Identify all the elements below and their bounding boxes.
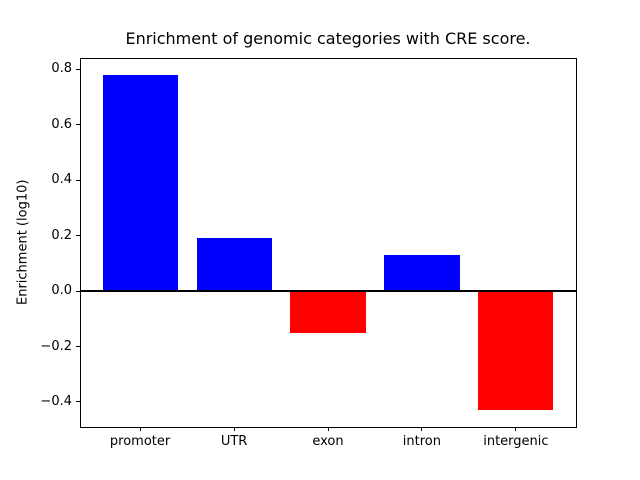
y-tick-label: 0.2 xyxy=(51,227,72,243)
x-tick-label-UTR: UTR xyxy=(220,434,248,449)
x-tick-label-intron: intron xyxy=(402,434,441,449)
x-tick-label-intergenic: intergenic xyxy=(483,434,549,449)
bar-promoter xyxy=(102,74,178,291)
bar-exon xyxy=(290,291,366,333)
zero-baseline xyxy=(80,290,576,292)
y-tick-label: 0.6 xyxy=(51,116,72,132)
y-tick-label: 0.8 xyxy=(51,61,72,77)
y-tick-label: 0.4 xyxy=(51,172,72,188)
x-tick-mark xyxy=(139,427,141,431)
y-tick-mark xyxy=(76,346,80,347)
bar-intergenic xyxy=(478,291,554,411)
chart-title: Enrichment of genomic categories with CR… xyxy=(125,29,531,48)
x-tick-mark xyxy=(233,427,235,431)
bar-UTR xyxy=(196,238,272,291)
y-tick-label: −0.2 xyxy=(40,338,72,354)
x-tick-mark xyxy=(421,427,423,431)
x-tick-label-promoter: promoter xyxy=(109,434,171,449)
x-tick-mark xyxy=(515,427,517,431)
x-tick-label-exon: exon xyxy=(312,434,344,449)
y-tick-mark xyxy=(76,124,80,126)
y-tick-mark xyxy=(76,290,80,292)
y-tick-label: 0.0 xyxy=(51,283,72,298)
y-tick-label: −0.4 xyxy=(40,393,72,409)
bar-intron xyxy=(384,255,460,291)
y-tick-mark xyxy=(76,179,80,181)
y-tick-mark xyxy=(76,68,80,70)
y-tick-mark xyxy=(76,235,80,237)
y-tick-mark xyxy=(76,401,80,403)
x-tick-mark xyxy=(327,427,329,431)
